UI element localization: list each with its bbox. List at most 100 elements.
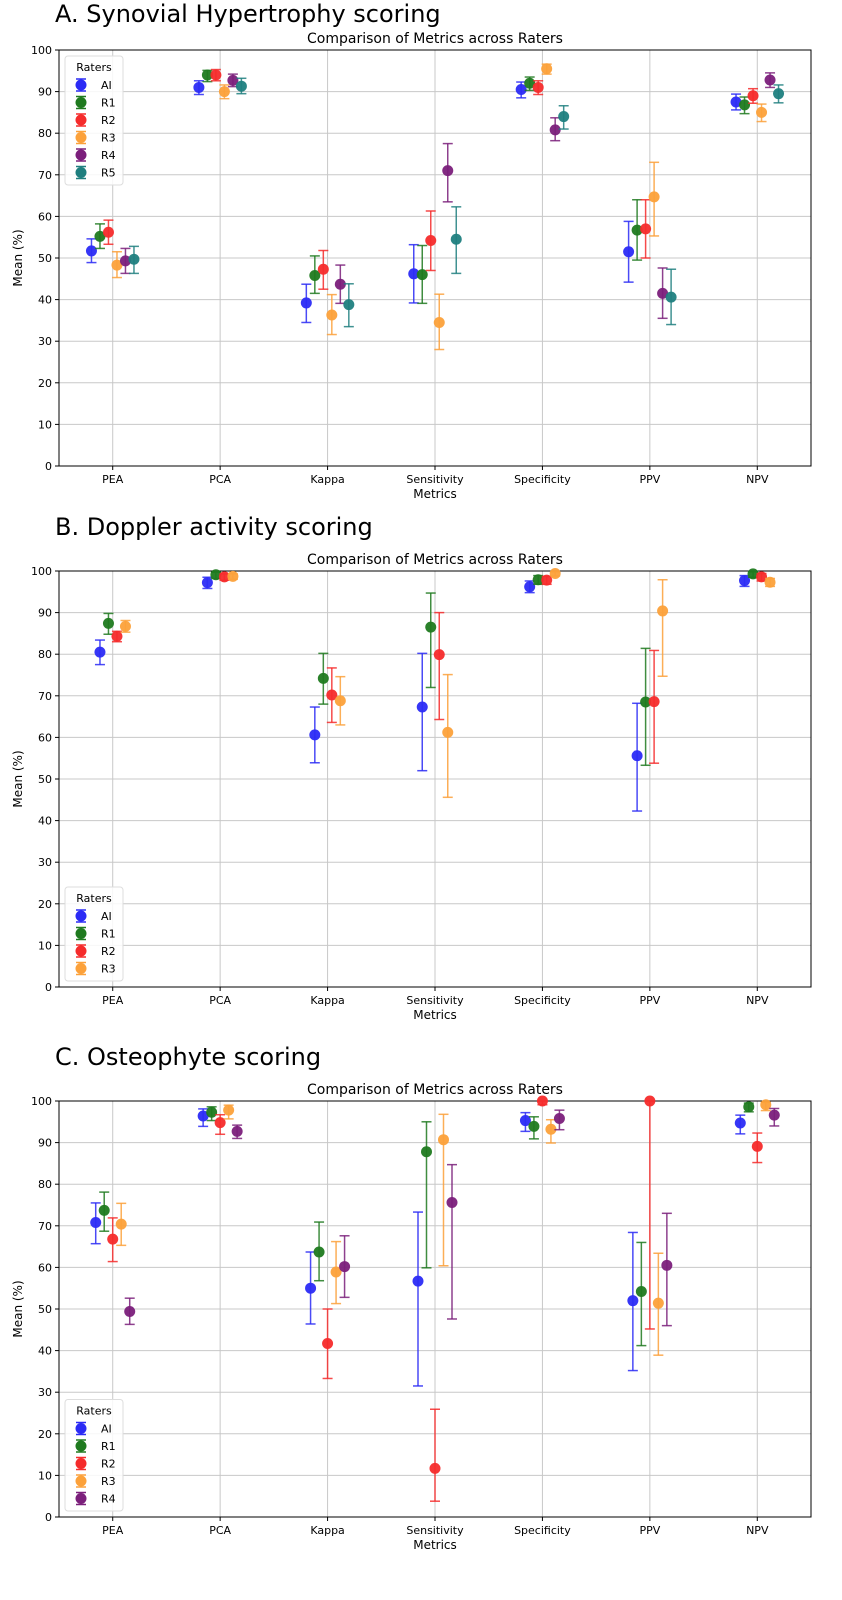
legend-label: R4 [101, 149, 116, 162]
data-point [747, 90, 759, 102]
y-tick-label: 20 [38, 1428, 52, 1441]
x-tick-label: NPV [746, 1524, 769, 1537]
data-point [210, 569, 222, 581]
data-point [433, 649, 445, 661]
data-point [657, 605, 669, 617]
data-point [558, 111, 570, 123]
data-point [330, 1266, 342, 1278]
data-point [85, 245, 97, 257]
data-point [111, 630, 123, 642]
data-point [218, 86, 230, 98]
x-tick-label: PCA [209, 473, 231, 486]
data-point [635, 1286, 647, 1298]
series-r1 [94, 69, 751, 305]
data-point [515, 84, 527, 96]
data-point [747, 568, 759, 580]
data-point [631, 750, 643, 762]
data-point [227, 74, 239, 86]
data-point [309, 269, 321, 281]
y-tick-label: 0 [45, 1511, 52, 1524]
legend-marker-icon [75, 1423, 87, 1434]
x-tick-label: Kappa [310, 994, 344, 1007]
data-point [90, 1216, 102, 1228]
x-tick-label: PEA [102, 994, 124, 1007]
data-point [231, 1125, 243, 1137]
series-r1 [102, 568, 759, 767]
data-point [317, 672, 329, 684]
y-tick-label: 70 [38, 169, 52, 182]
y-tick-label: 10 [38, 939, 52, 952]
panel-a-title: A. Synovial Hypertrophy scoring [55, 0, 441, 28]
y-tick-label: 50 [38, 773, 52, 786]
legend: Raters AI R1 R2 R3 [64, 886, 124, 982]
legend-marker-icon [75, 963, 87, 974]
chart-title: Comparison of Metrics across Raters [307, 552, 563, 568]
legend-title: Raters [76, 1405, 112, 1418]
legend-title: Raters [76, 61, 112, 74]
data-point [339, 1261, 351, 1273]
data-point [549, 124, 561, 136]
x-tick-label: Specificity [514, 1524, 571, 1537]
data-point [532, 81, 544, 93]
chart-synovial-hypertrophy: Comparison of Metrics across Raters Metr… [11, 31, 812, 501]
x-tick-label: PPV [639, 1524, 660, 1537]
legend-label: R1 [101, 1440, 116, 1453]
data-point [657, 287, 669, 299]
data-point [305, 1282, 317, 1294]
data-point [197, 1110, 209, 1122]
y-axis-label: Mean (%) [11, 229, 25, 286]
y-tick-label: 30 [38, 1386, 52, 1399]
data-point [408, 268, 420, 280]
legend: Raters AI R1 R2 R3 R4 [64, 1399, 124, 1512]
data-point [326, 689, 338, 701]
legend-label: R5 [101, 167, 116, 180]
y-tick-label: 0 [45, 460, 52, 473]
x-tick-label: NPV [746, 994, 769, 1007]
data-point [541, 63, 553, 75]
series-r1 [98, 1101, 755, 1347]
data-point [429, 1462, 441, 1474]
series-r3 [119, 567, 776, 799]
data-point [442, 726, 454, 738]
data-point [524, 77, 536, 89]
data-point [433, 316, 445, 328]
plot-frame [58, 49, 812, 467]
data-point [545, 1123, 557, 1135]
series-r3 [115, 1099, 772, 1356]
y-tick-label: 60 [38, 210, 52, 223]
y-tick-label: 30 [38, 335, 52, 348]
legend-marker-icon [75, 1440, 87, 1452]
data-point [313, 1246, 325, 1258]
legend-marker-icon [75, 149, 87, 161]
x-tick-label: Sensitivity [406, 473, 464, 486]
data-point [98, 1204, 110, 1216]
y-tick-label: 40 [38, 815, 52, 828]
data-point [665, 291, 677, 303]
legend-marker-icon [75, 1493, 87, 1504]
data-point [631, 224, 643, 236]
data-point [421, 1146, 432, 1158]
y-tick-label: 70 [38, 690, 52, 703]
y-axis-label: Mean (%) [11, 750, 25, 807]
y-tick-label: 10 [38, 418, 52, 431]
grid [59, 570, 811, 988]
y-tick-label: 20 [38, 377, 52, 390]
x-tick-label: PPV [639, 473, 660, 486]
series-ai [85, 80, 742, 324]
data-point [541, 574, 553, 586]
panel-b-title: B. Doppler activity scoring [55, 513, 373, 541]
y-tick-label: 40 [38, 1345, 52, 1358]
data-point [102, 617, 114, 629]
data-point [102, 226, 114, 238]
data-point [644, 1095, 656, 1107]
data-point [652, 1297, 664, 1309]
data-point [326, 309, 338, 321]
data-point [640, 223, 652, 235]
data-point [553, 1112, 565, 1124]
data-point [300, 297, 312, 309]
data-point [760, 1099, 772, 1111]
series-ai [90, 1108, 746, 1387]
y-tick-label: 100 [31, 44, 52, 57]
data-point [756, 571, 768, 583]
data-point [425, 235, 437, 247]
